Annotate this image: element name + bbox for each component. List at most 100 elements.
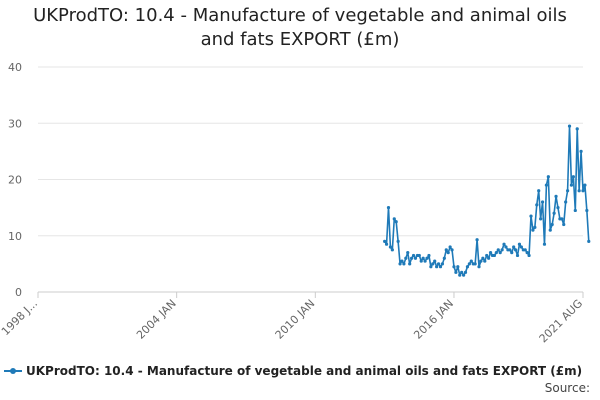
data-point[interactable] bbox=[540, 200, 545, 204]
data-point[interactable] bbox=[487, 256, 491, 260]
data-point[interactable] bbox=[400, 259, 404, 263]
data-point[interactable] bbox=[527, 253, 531, 258]
data-point[interactable] bbox=[469, 259, 473, 263]
data-point[interactable] bbox=[408, 262, 412, 266]
data-point[interactable] bbox=[431, 262, 435, 266]
data-point[interactable] bbox=[417, 253, 421, 258]
data-point[interactable] bbox=[577, 189, 581, 193]
data-point[interactable] bbox=[404, 256, 408, 260]
data-point[interactable] bbox=[419, 259, 423, 263]
data-point[interactable] bbox=[498, 251, 502, 255]
data-point[interactable] bbox=[396, 239, 400, 243]
data-point[interactable] bbox=[477, 265, 481, 269]
data-point[interactable] bbox=[504, 245, 508, 249]
data-point[interactable] bbox=[585, 208, 589, 213]
data-point[interactable] bbox=[513, 248, 518, 252]
data-point[interactable] bbox=[546, 175, 550, 179]
data-point[interactable] bbox=[454, 270, 458, 274]
data-point[interactable] bbox=[564, 200, 568, 204]
data-point[interactable] bbox=[440, 262, 445, 266]
data-point[interactable] bbox=[438, 265, 443, 269]
data-point[interactable] bbox=[406, 251, 410, 255]
data-point[interactable] bbox=[575, 127, 579, 131]
data-point[interactable] bbox=[587, 239, 591, 243]
data-point[interactable] bbox=[517, 242, 522, 246]
data-point[interactable] bbox=[525, 251, 529, 255]
data-point[interactable] bbox=[500, 248, 504, 252]
data-point[interactable] bbox=[552, 211, 556, 215]
data-point[interactable] bbox=[462, 273, 466, 277]
data-point[interactable] bbox=[531, 228, 535, 232]
data-point[interactable] bbox=[388, 245, 393, 249]
data-point[interactable] bbox=[515, 253, 520, 258]
data-point[interactable] bbox=[544, 183, 549, 187]
data-point[interactable] bbox=[411, 253, 416, 258]
data-point[interactable] bbox=[467, 262, 471, 266]
data-point[interactable] bbox=[458, 273, 462, 277]
data-point[interactable] bbox=[556, 206, 560, 210]
data-point[interactable] bbox=[390, 248, 394, 252]
data-point[interactable] bbox=[537, 189, 541, 193]
data-point[interactable] bbox=[473, 262, 477, 266]
data-point[interactable] bbox=[508, 248, 512, 252]
data-point[interactable] bbox=[485, 253, 489, 258]
data-point[interactable] bbox=[463, 270, 468, 274]
data-point[interactable] bbox=[554, 194, 558, 198]
data-point[interactable] bbox=[494, 251, 498, 255]
data-point[interactable] bbox=[573, 208, 577, 213]
data-point[interactable] bbox=[429, 265, 433, 269]
data-point[interactable] bbox=[583, 183, 587, 187]
data-point[interactable] bbox=[456, 265, 460, 269]
data-point[interactable] bbox=[519, 245, 523, 249]
data-point[interactable] bbox=[481, 256, 485, 260]
data-point[interactable] bbox=[435, 265, 439, 269]
data-point[interactable] bbox=[581, 189, 585, 193]
data-point[interactable] bbox=[529, 214, 533, 218]
legend[interactable]: UKProdTO: 10.4 - Manufacture of vegetabl… bbox=[4, 364, 582, 378]
data-point[interactable] bbox=[565, 189, 570, 193]
data-point[interactable] bbox=[450, 248, 454, 252]
data-point[interactable] bbox=[392, 217, 396, 221]
data-point[interactable] bbox=[542, 242, 547, 246]
data-point[interactable] bbox=[579, 149, 583, 153]
data-point[interactable] bbox=[383, 239, 387, 243]
data-point[interactable] bbox=[442, 256, 446, 260]
data-point[interactable] bbox=[413, 256, 418, 260]
data-point[interactable] bbox=[427, 253, 431, 258]
data-point[interactable] bbox=[502, 242, 506, 246]
data-point[interactable] bbox=[510, 251, 514, 255]
data-point[interactable] bbox=[394, 220, 398, 224]
data-point[interactable] bbox=[460, 270, 464, 274]
data-point[interactable] bbox=[523, 248, 527, 252]
data-point[interactable] bbox=[436, 262, 441, 266]
data-point[interactable] bbox=[465, 265, 470, 269]
data-point[interactable] bbox=[398, 262, 402, 266]
data-point[interactable] bbox=[483, 259, 487, 263]
data-point[interactable] bbox=[384, 242, 389, 246]
data-point[interactable] bbox=[560, 217, 564, 221]
data-point[interactable] bbox=[567, 124, 572, 128]
data-point[interactable] bbox=[444, 248, 448, 252]
data-point[interactable] bbox=[452, 265, 456, 269]
data-point[interactable] bbox=[539, 217, 543, 221]
data-point[interactable] bbox=[571, 175, 575, 179]
data-point[interactable] bbox=[535, 203, 539, 207]
data-point[interactable] bbox=[433, 259, 437, 263]
data-point[interactable] bbox=[479, 259, 483, 263]
data-point[interactable] bbox=[421, 256, 425, 260]
data-point[interactable] bbox=[386, 206, 391, 210]
data-point[interactable] bbox=[402, 262, 406, 266]
data-point[interactable] bbox=[475, 238, 479, 242]
data-point[interactable] bbox=[512, 245, 516, 249]
data-point[interactable] bbox=[492, 253, 497, 258]
data-point[interactable] bbox=[425, 256, 429, 260]
data-point[interactable] bbox=[446, 251, 450, 255]
data-point[interactable] bbox=[550, 222, 554, 227]
data-point[interactable] bbox=[569, 183, 574, 187]
data-point[interactable] bbox=[548, 228, 552, 232]
data-point[interactable] bbox=[562, 222, 566, 227]
data-point[interactable] bbox=[533, 225, 537, 229]
data-point[interactable] bbox=[448, 245, 452, 249]
data-point[interactable] bbox=[488, 251, 493, 255]
data-point[interactable] bbox=[410, 256, 414, 260]
